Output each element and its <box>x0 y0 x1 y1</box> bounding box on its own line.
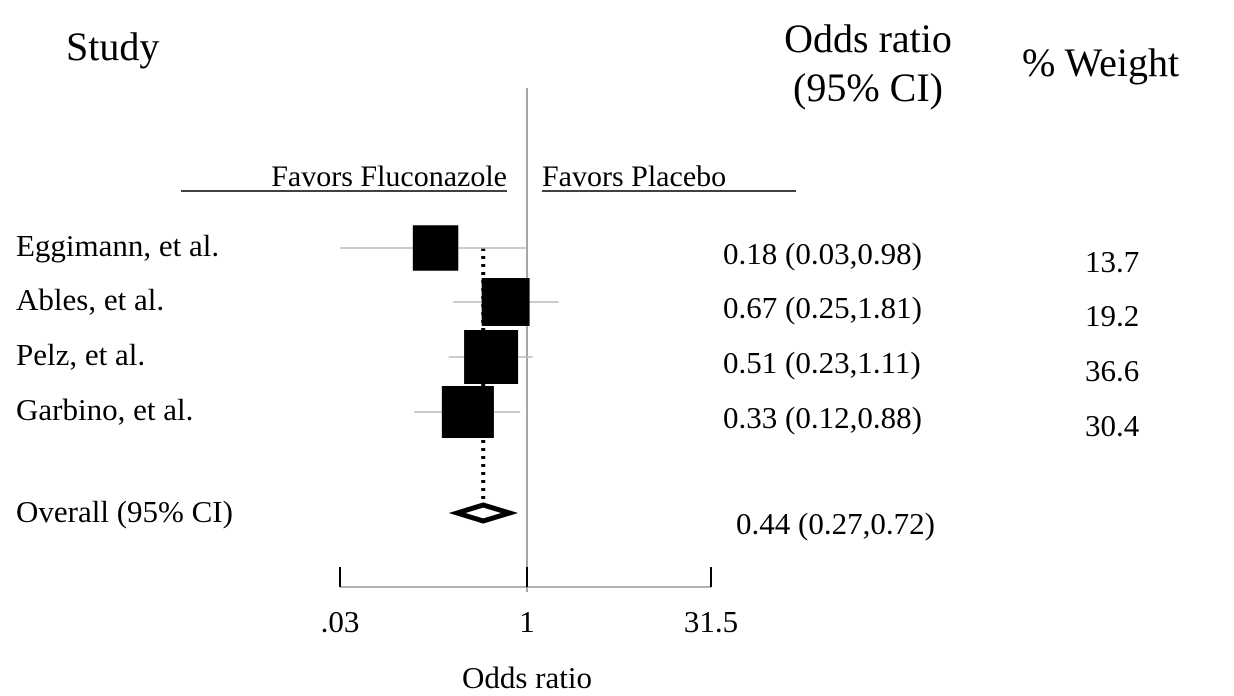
study-name: Ables, et al. <box>16 282 164 317</box>
overall-diamond <box>448 502 519 524</box>
ci-value: 0.67 (0.25,1.81) <box>723 290 922 325</box>
axis-tick-label: .03 <box>321 604 360 639</box>
weight-value: 30.4 <box>1085 408 1140 443</box>
x-axis: .03 1 31.5 <box>321 567 738 639</box>
study-name: Eggimann, et al. <box>16 228 219 263</box>
study-row: Garbino, et al. 0.33 (0.12,0.88) 30.4 <box>16 385 1140 443</box>
axis-tick-label: 1 <box>519 604 535 639</box>
study-name: Pelz, et al. <box>16 337 145 372</box>
overall-row: Overall (95% CI) 0.44 (0.27,0.72) <box>16 494 935 541</box>
study-rows: Eggimann, et al. 0.18 (0.03,0.98) 13.7Able… <box>16 225 1140 541</box>
odds-ratio-header: Odds ratio <box>784 16 952 61</box>
ci-value: 0.51 (0.23,1.11) <box>723 345 921 380</box>
favors-right-label: Favors Placebo <box>542 160 726 193</box>
overall-ci-value: 0.44 (0.27,0.72) <box>736 506 935 541</box>
ci-value: 0.33 (0.12,0.88) <box>723 400 922 435</box>
overall-label: Overall (95% CI) <box>16 494 233 529</box>
weight-value: 36.6 <box>1085 353 1139 388</box>
favors-left-label: Favors Fluconazole <box>271 160 507 193</box>
study-header: Study <box>66 24 159 69</box>
study-row: Eggimann, et al. 0.18 (0.03,0.98) 13.7 <box>16 225 1139 279</box>
ci-header: (95% CI) <box>793 65 943 110</box>
point-estimate-square <box>441 385 494 439</box>
point-estimate-square <box>481 278 530 326</box>
ci-value: 0.18 (0.03,0.98) <box>723 236 922 271</box>
axis-tick-label: 31.5 <box>684 604 738 639</box>
study-name: Garbino, et al. <box>16 392 193 427</box>
study-row: Ables, et al. 0.67 (0.25,1.81) 19.2 <box>16 278 1139 333</box>
study-row: Pelz, et al. 0.51 (0.23,1.11) 36.6 <box>16 330 1139 388</box>
point-estimate-square <box>464 330 519 384</box>
weight-header: % Weight <box>1022 40 1179 85</box>
weight-value: 13.7 <box>1085 244 1139 279</box>
weight-value: 19.2 <box>1085 298 1139 333</box>
point-estimate-square <box>412 225 459 271</box>
x-axis-title: Odds ratio <box>462 660 592 695</box>
